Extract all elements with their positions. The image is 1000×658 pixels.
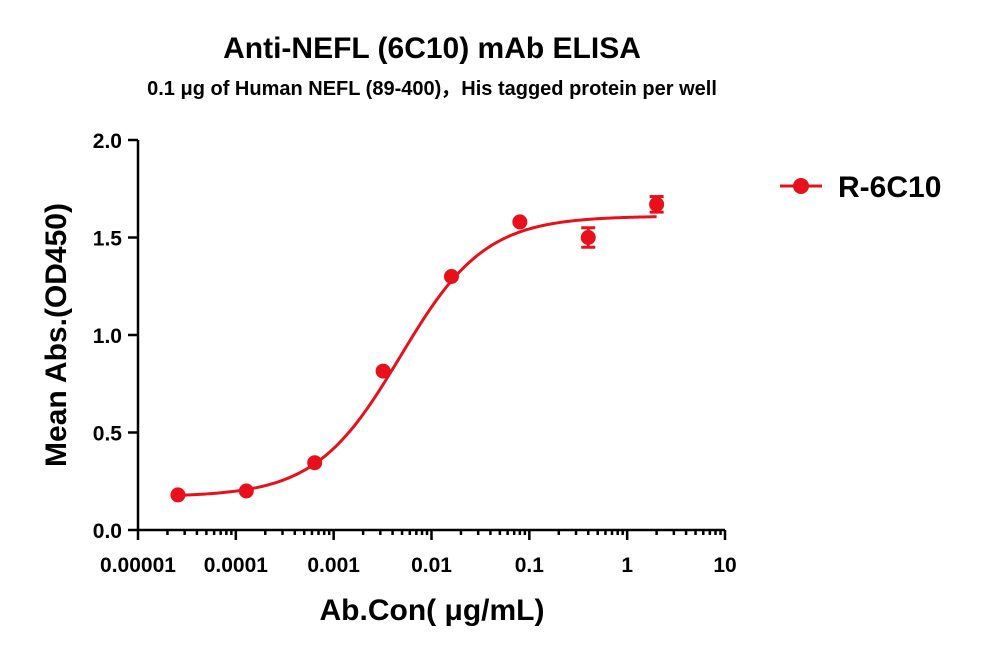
y-tick-label: 1.0 xyxy=(93,325,122,348)
data-point xyxy=(170,487,186,503)
y-ticks: 0.0 0.5 1.0 1.5 2.0 xyxy=(93,130,138,543)
y-tick-label: 1.5 xyxy=(93,228,123,251)
x-tick-label: 0.1 xyxy=(515,554,545,577)
chart-title: Anti-NEFL (6C10) mAb ELISA xyxy=(223,32,641,65)
x-ticks: 0.00001 0.0001 0.001 0.01 0.1 1 10 xyxy=(100,530,737,577)
x-axis: 0.00001 0.0001 0.001 0.01 0.1 1 10 Ab.Con( μg/… xyxy=(100,528,737,627)
y-tick-label: 0.0 xyxy=(93,520,122,543)
data-point xyxy=(649,196,665,212)
legend: R-6C10 xyxy=(780,171,941,204)
x-tick-label: 0.00001 xyxy=(100,554,176,577)
data-point xyxy=(307,455,323,471)
x-axis-label: Ab.Con( μg/mL) xyxy=(320,594,545,627)
x-tick-label: 0.0001 xyxy=(204,554,269,577)
data-point xyxy=(512,214,528,230)
x-tick-label: 1 xyxy=(621,554,633,577)
plot-area xyxy=(170,195,665,503)
fit-curve xyxy=(177,215,657,497)
x-tick-label: 0.001 xyxy=(307,554,360,577)
legend-label: R-6C10 xyxy=(838,171,941,204)
x-tick-label: 10 xyxy=(713,554,736,577)
data-point xyxy=(443,269,459,284)
y-tick-label: 2.0 xyxy=(93,130,122,153)
legend-marker xyxy=(793,178,809,194)
chart-subtitle: 0.1 μg of Human NEFL (89-400)，His tagged… xyxy=(147,78,717,100)
y-axis-label: Mean Abs.(OD450) xyxy=(40,203,73,467)
y-tick-label: 0.5 xyxy=(93,423,123,446)
data-point xyxy=(238,483,254,499)
data-point xyxy=(375,363,391,379)
y-axis: 0.0 0.5 1.0 1.5 2.0 Mean Abs.(OD450) xyxy=(40,130,140,543)
x-tick-label: 0.01 xyxy=(411,554,452,577)
data-point xyxy=(580,230,596,245)
